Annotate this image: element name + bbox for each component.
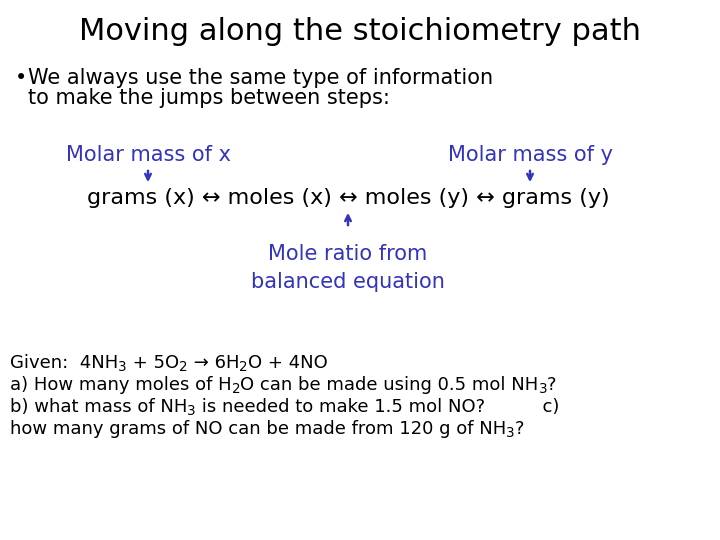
Text: 3: 3 (506, 426, 515, 440)
Text: 2: 2 (179, 360, 188, 374)
Text: 3: 3 (118, 360, 127, 374)
Text: Molar mass of y: Molar mass of y (448, 145, 613, 165)
Text: O + 4NO: O + 4NO (248, 354, 328, 372)
Text: 3: 3 (539, 382, 547, 396)
Text: + 5O: + 5O (127, 354, 179, 372)
Text: •: • (15, 68, 27, 88)
Text: Mole ratio from
balanced equation: Mole ratio from balanced equation (251, 244, 445, 292)
Text: grams (x) ↔ moles (x) ↔ moles (y) ↔ grams (y): grams (x) ↔ moles (x) ↔ moles (y) ↔ gram… (86, 188, 609, 208)
Text: ?: ? (515, 420, 524, 438)
Text: We always use the same type of information: We always use the same type of informati… (28, 68, 493, 88)
Text: 3: 3 (187, 404, 196, 418)
Text: Given:  4NH: Given: 4NH (10, 354, 118, 372)
Text: ?: ? (547, 376, 557, 394)
Text: Molar mass of x: Molar mass of x (66, 145, 230, 165)
Text: is needed to make 1.5 mol NO?: is needed to make 1.5 mol NO? (196, 398, 485, 416)
Text: to make the jumps between steps:: to make the jumps between steps: (28, 88, 390, 108)
Text: a) How many moles of H: a) How many moles of H (10, 376, 232, 394)
Text: Moving along the stoichiometry path: Moving along the stoichiometry path (79, 17, 641, 46)
Text: 2: 2 (232, 382, 240, 396)
Text: O can be made using 0.5 mol NH: O can be made using 0.5 mol NH (240, 376, 539, 394)
Text: 2: 2 (239, 360, 248, 374)
Text: how many grams of NO can be made from 120 g of NH: how many grams of NO can be made from 12… (10, 420, 506, 438)
Text: b) what mass of NH: b) what mass of NH (10, 398, 187, 416)
Text: c): c) (485, 398, 559, 416)
Text: → 6H: → 6H (188, 354, 239, 372)
